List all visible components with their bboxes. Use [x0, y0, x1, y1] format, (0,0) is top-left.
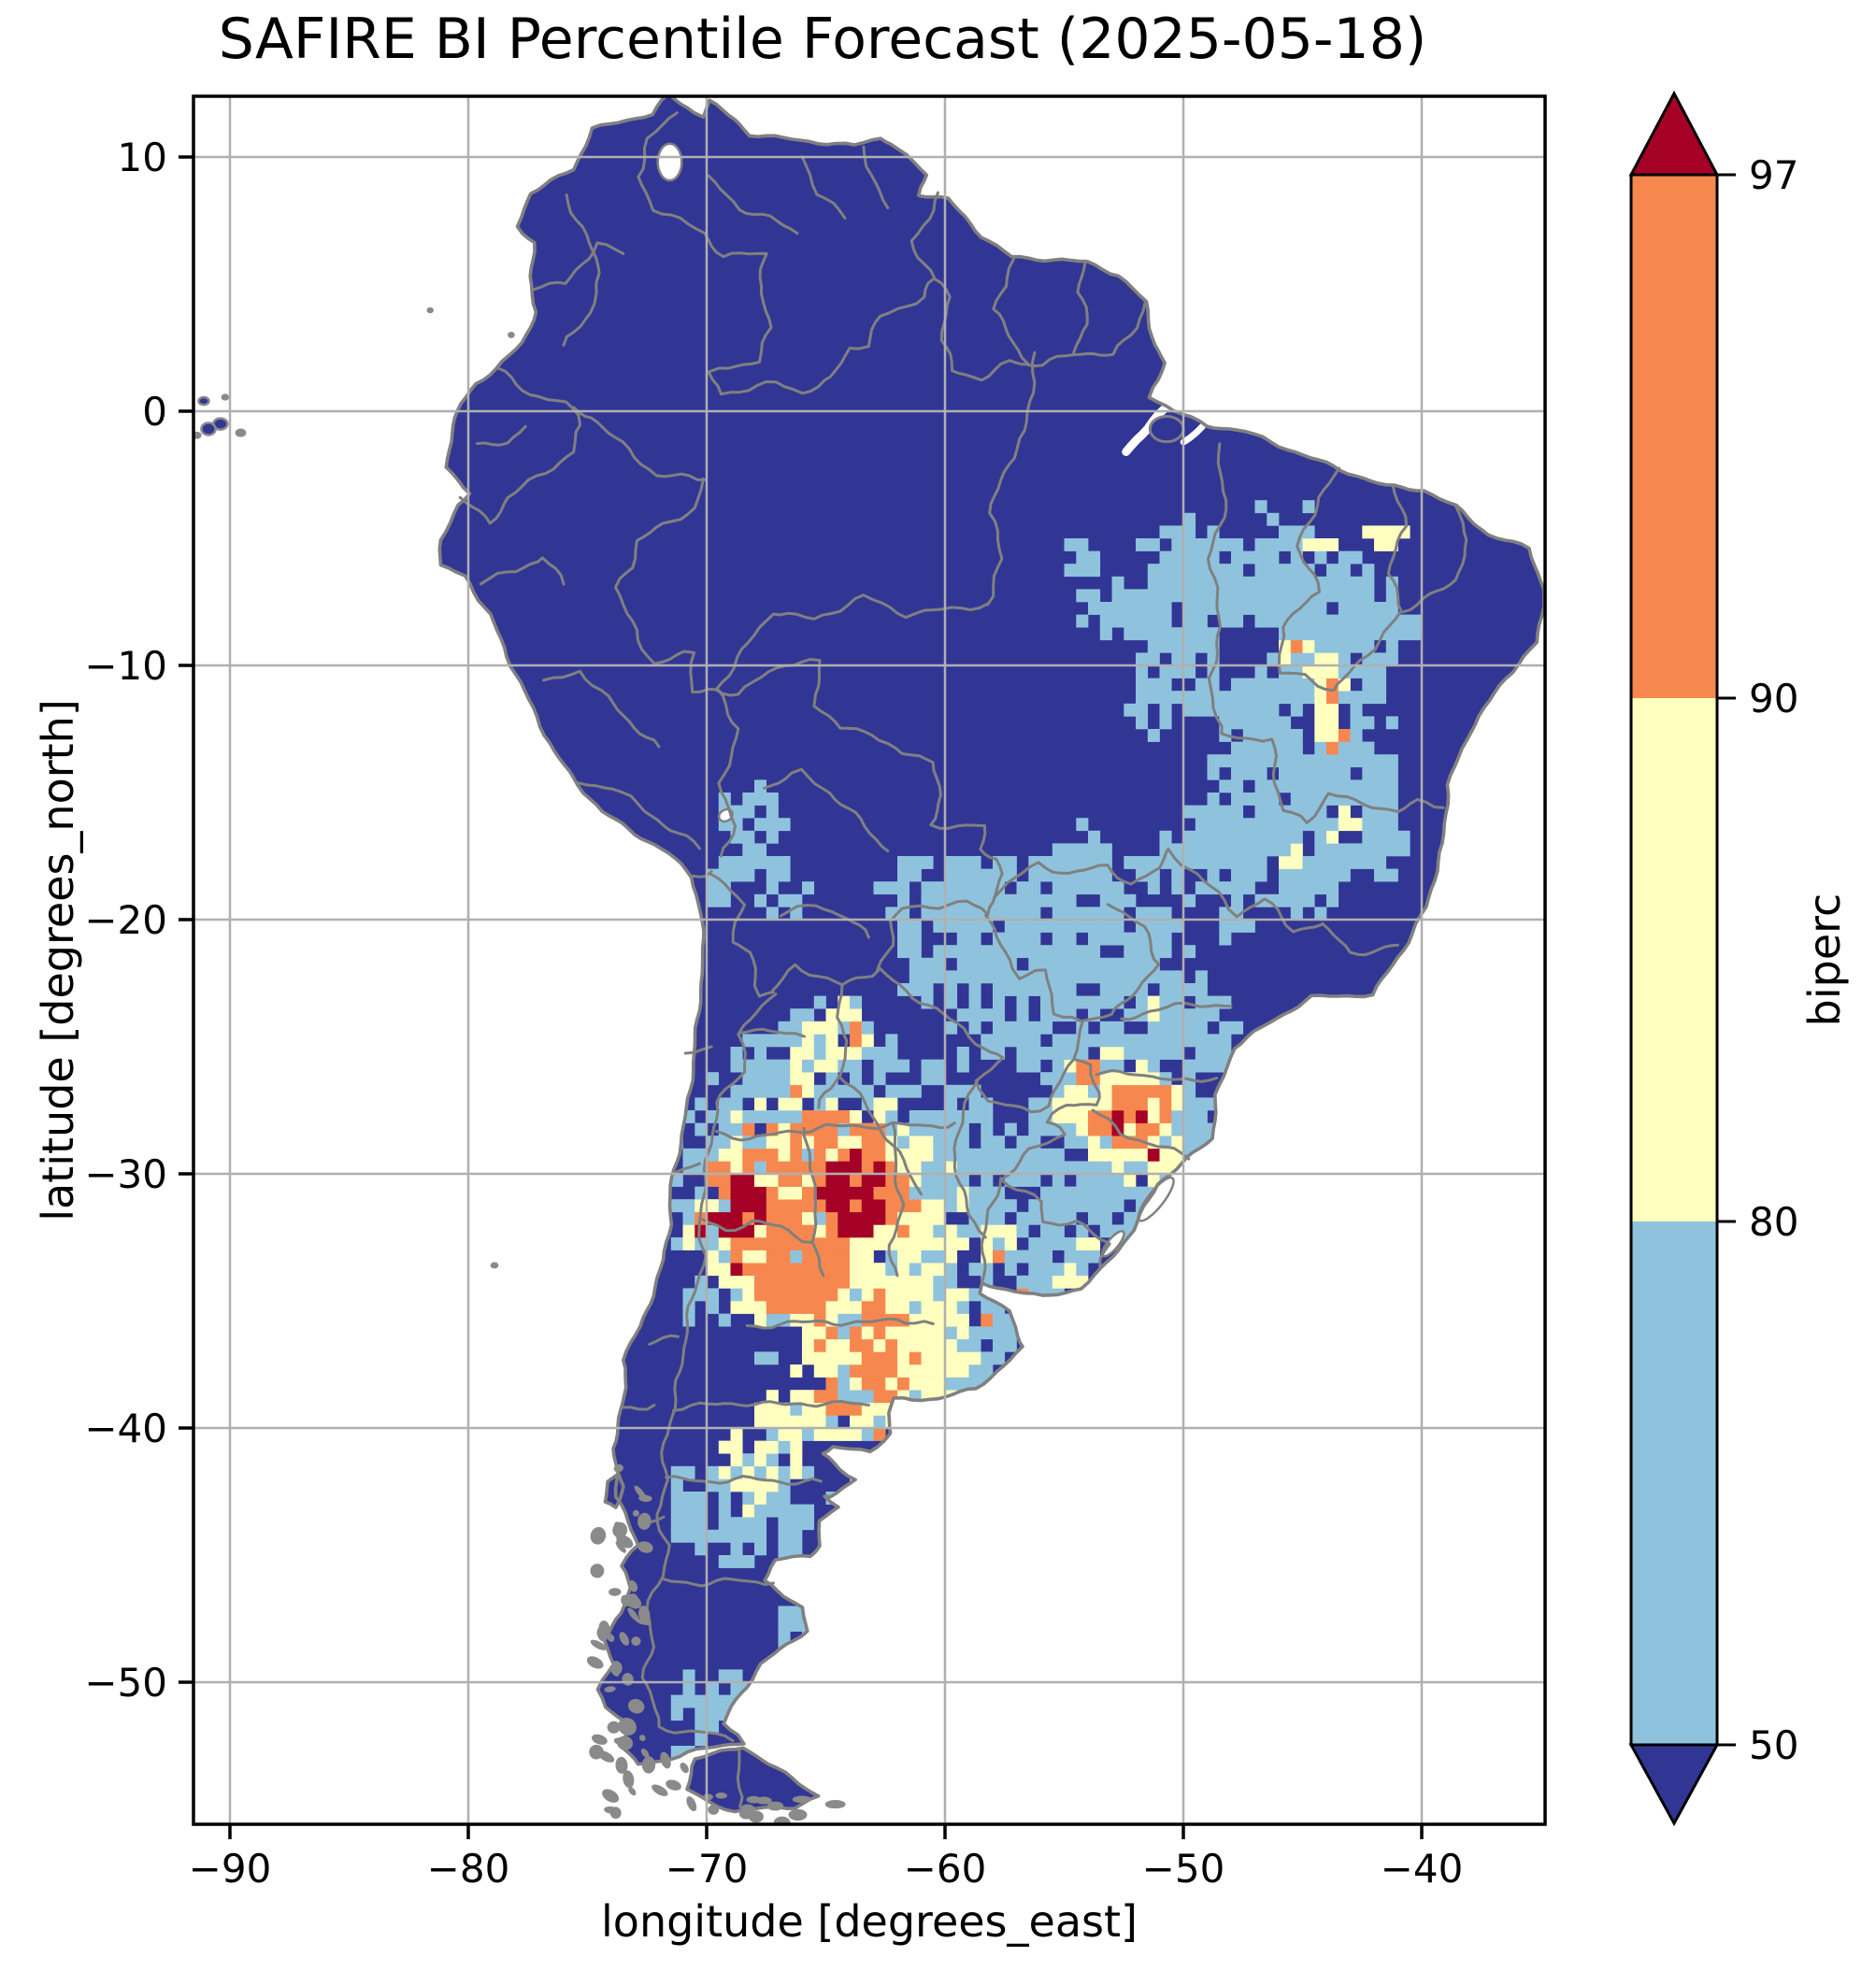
galapagos-island	[200, 421, 217, 436]
isla-de-los-estados-island	[824, 1800, 846, 1809]
colorbar: 97 90 80 50 biperc	[1628, 90, 1850, 1827]
x-tick-label: −60	[904, 1846, 987, 1892]
marajo-island	[1148, 414, 1185, 444]
admin-borders	[458, 111, 1468, 1808]
y-tick-label: −50	[84, 1660, 167, 1706]
y-axis-label: latitude [degrees_north]	[33, 699, 83, 1221]
colorbar-tick-label: 90	[1749, 676, 1798, 721]
lake-maracaibo	[656, 142, 683, 182]
chart-title: SAFIRE BI Percentile Forecast (2025-05-1…	[219, 7, 1427, 72]
galapagos-island	[197, 395, 210, 407]
y-tick-label: 0	[142, 389, 167, 435]
map-layer	[193, 96, 1545, 1824]
x-tick-label: −70	[666, 1846, 749, 1892]
colorbar-segment	[1631, 175, 1717, 699]
y-tick-label: −10	[84, 643, 167, 689]
malpelo-island	[426, 307, 434, 314]
x-tick-label: −50	[1142, 1846, 1225, 1892]
x-tick-label: −40	[1381, 1846, 1464, 1892]
colorbar-tick-label: 80	[1749, 1199, 1798, 1245]
x-tick-label: −80	[427, 1846, 510, 1892]
galapagos-island	[193, 431, 202, 439]
y-tick-label: −30	[84, 1151, 167, 1197]
galapagos-island	[221, 393, 230, 401]
colorbar-tick-label: 97	[1749, 152, 1798, 198]
axes-frame	[192, 94, 1547, 1826]
colorbar-segment	[1631, 1221, 1717, 1746]
galapagos-island	[235, 428, 247, 437]
juan-fernandez-island	[490, 1262, 499, 1269]
y-tick-label: −40	[84, 1406, 167, 1451]
amazon-river-channel	[1180, 422, 1206, 446]
x-tick-labels: −90 −80 −70 −60 −50 −40	[189, 1846, 1464, 1892]
axis-ticks	[179, 155, 1424, 1839]
y-tick-label: 10	[118, 135, 167, 180]
small-islands	[193, 307, 846, 1809]
colorbar-label: biperc	[1799, 893, 1850, 1027]
x-axis-label: longitude [degrees_east]	[601, 1896, 1138, 1947]
y-tick-labels: 10 0 −10 −20 −30 −40 −50	[84, 135, 167, 1706]
fjord-islands	[586, 1464, 812, 1824]
colorbar-tick-label: 50	[1749, 1722, 1798, 1768]
graticule	[193, 96, 1545, 1824]
colorbar-segment	[1631, 698, 1717, 1222]
gorgona-island	[508, 331, 515, 338]
x-tick-label: −90	[189, 1846, 272, 1892]
y-tick-label: −20	[84, 897, 167, 943]
percentile-raster	[647, 500, 1423, 1759]
colorbar-outline	[1629, 173, 1719, 1747]
